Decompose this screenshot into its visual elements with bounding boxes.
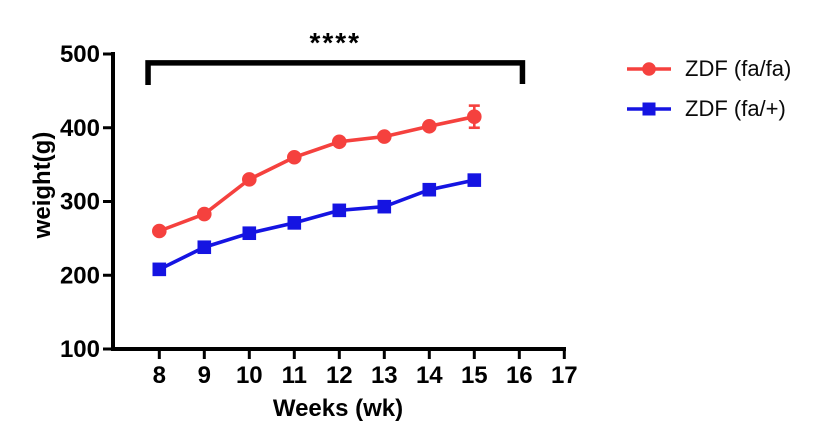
data-point-zdf-fa-fa-wk15 [467,109,482,124]
data-point-zdf-fa-wk9 [197,240,212,255]
legend-marker-square-icon [627,102,671,116]
x-tick-label-16: 16 [506,362,533,389]
data-point-zdf-fa-fa-wk12 [332,134,347,150]
x-tick-label-14: 14 [416,362,443,389]
legend: ZDF (fa/fa) ZDF (fa/+) [626,54,791,124]
y-tick-label-500: 500 [60,41,100,68]
y-tick-label-300: 300 [60,189,100,216]
series-line-zdf-fa-fa [158,114,475,233]
data-point-zdf-fa-fa-wk10 [242,172,257,187]
x-tick-label-9: 9 [198,362,211,389]
x-tick-label-15: 15 [461,362,488,389]
x-axis-title: Weeks (wk) [273,395,403,422]
data-point-zdf-fa-fa-wk14 [422,118,437,134]
legend-item-zdf-faplus: ZDF (fa/+) [626,94,791,124]
legend-marker-circle-icon [627,62,671,76]
data-point-zdf-fa-wk8 [152,262,167,277]
y-tick-label-200: 200 [60,262,100,289]
x-tick-label-11: 11 [282,362,307,389]
significance-bracket [145,60,526,85]
legend-label-zdf-fafa: ZDF (fa/fa) [685,56,792,81]
data-point-zdf-fa-wk11 [287,216,302,230]
y-tick-label-100: 100 [60,336,100,363]
data-point-zdf-fa-fa-wk9 [197,206,212,222]
data-point-zdf-fa-wk13 [377,199,392,214]
series-line-zdf-fa [158,178,475,271]
x-tick-label-17: 17 [551,362,578,389]
significance-stars: **** [309,27,361,58]
data-point-zdf-fa-fa-wk13 [377,129,392,144]
x-tick-label-10: 10 [236,362,263,389]
legend-square-zdf-fa [642,102,656,116]
data-point-zdf-fa-wk12 [332,203,347,218]
x-tick-label-13: 13 [371,362,398,389]
data-point-zdf-fa-wk10 [242,226,257,241]
data-point-zdf-fa-wk15 [467,173,482,187]
data-point-zdf-fa-wk14 [422,182,437,197]
data-point-zdf-fa-fa-wk8 [152,223,167,239]
legend-item-zdf-fafa: ZDF (fa/fa) [626,54,791,84]
legend-circle-zdf-fa-fa [642,62,656,76]
data-point-zdf-fa-fa-wk11 [287,149,302,165]
y-tick-label-400: 400 [60,115,100,142]
y-axis-title: weight(g) [29,132,56,240]
x-tick-label-8: 8 [153,362,166,389]
legend-label-zdf-faplus: ZDF (fa/+) [685,96,786,121]
x-tick-label-12: 12 [326,362,353,389]
